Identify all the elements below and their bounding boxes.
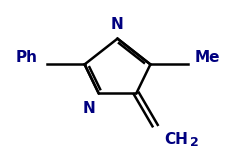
Text: N: N [83, 101, 96, 116]
Text: 2: 2 [190, 136, 199, 149]
Text: Ph: Ph [16, 50, 38, 66]
Text: CH: CH [164, 132, 188, 147]
Text: Me: Me [195, 50, 221, 66]
Text: N: N [111, 17, 124, 32]
